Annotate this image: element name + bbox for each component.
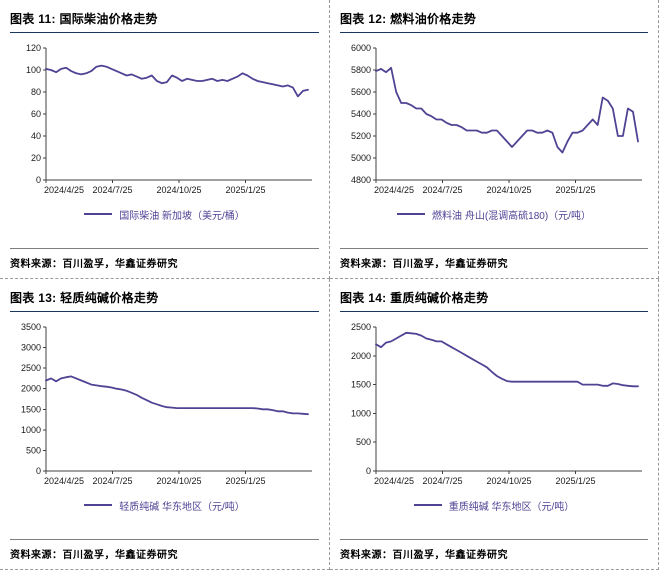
svg-text:5600: 5600 bbox=[351, 87, 371, 97]
svg-text:6000: 6000 bbox=[351, 43, 371, 53]
panel-figure-14-heavy-soda-ash: 图表 14: 重质纯碱价格走势 0 500 1000 1500 2000 2500 2024… bbox=[330, 279, 659, 570]
panel-figure-11-diesel: 图表 11: 国际柴油价格走势 0 20 40 60 80 100 120 2024/4/25… bbox=[0, 0, 330, 279]
svg-text:5000: 5000 bbox=[351, 153, 371, 163]
panel-figure-13-light-soda-ash: 图表 13: 轻质纯碱价格走势 0 500 1000 1500 2000 2500 3000… bbox=[0, 279, 330, 570]
legend-line-marker bbox=[413, 504, 442, 506]
legend-line-marker bbox=[397, 213, 426, 215]
chart-legend: 燃料油 舟山(混调高硫180)（元/吨） bbox=[340, 199, 648, 229]
svg-text:40: 40 bbox=[31, 131, 41, 141]
svg-text:2500: 2500 bbox=[351, 322, 371, 332]
svg-text:1000: 1000 bbox=[21, 425, 41, 435]
figure-title: 图表 12: 燃料油价格走势 bbox=[340, 4, 648, 33]
svg-text:5400: 5400 bbox=[351, 109, 371, 119]
legend-line-marker bbox=[84, 504, 113, 506]
svg-text:2025/1/25: 2025/1/25 bbox=[225, 476, 265, 486]
line-chart-international-diesel: 0 20 40 60 80 100 120 2024/4/25 2024/7/25 2024/10… bbox=[26, 43, 312, 195]
figure-title: 图表 11: 国际柴油价格走势 bbox=[10, 4, 319, 33]
legend-line-marker bbox=[84, 213, 113, 215]
chart-area: 0 500 1000 1500 2000 2500 2024/4/25 2024/7/25 20… bbox=[340, 320, 648, 490]
chart-area: 0 20 40 60 80 100 120 2024/4/25 2024/7/25 2024/10… bbox=[10, 41, 319, 199]
svg-text:500: 500 bbox=[356, 437, 371, 447]
svg-text:2025/1/25: 2025/1/25 bbox=[225, 185, 265, 195]
svg-text:2024/10/25: 2024/10/25 bbox=[486, 185, 531, 195]
svg-text:1500: 1500 bbox=[21, 404, 41, 414]
legend-label: 国际柴油 新加坡（美元/桶） bbox=[119, 210, 245, 222]
svg-text:2024/10/25: 2024/10/25 bbox=[156, 476, 201, 486]
svg-text:60: 60 bbox=[31, 109, 41, 119]
svg-text:2024/10/25: 2024/10/25 bbox=[486, 476, 531, 486]
svg-text:5800: 5800 bbox=[351, 65, 371, 75]
legend-label: 重质纯碱 华东地区（元/吨） bbox=[448, 501, 575, 513]
svg-text:2024/7/25: 2024/7/25 bbox=[422, 185, 462, 195]
svg-text:0: 0 bbox=[36, 175, 41, 185]
figure-title: 图表 13: 轻质纯碱价格走势 bbox=[10, 283, 319, 312]
svg-text:80: 80 bbox=[31, 87, 41, 97]
svg-text:20: 20 bbox=[31, 153, 41, 163]
chart-area: 0 500 1000 1500 2000 2500 3000 3500 2024/4/25 202… bbox=[10, 320, 319, 490]
svg-text:2024/4/25: 2024/4/25 bbox=[374, 476, 414, 486]
svg-text:2024/7/25: 2024/7/25 bbox=[92, 476, 132, 486]
svg-text:3500: 3500 bbox=[21, 322, 41, 332]
chart-legend: 国际柴油 新加坡（美元/桶） bbox=[10, 199, 319, 229]
svg-text:120: 120 bbox=[26, 43, 41, 53]
figure-title: 图表 14: 重质纯碱价格走势 bbox=[340, 283, 648, 312]
svg-text:0: 0 bbox=[36, 466, 41, 476]
legend-label: 燃料油 舟山(混调高硫180)（元/吨） bbox=[432, 210, 591, 222]
svg-text:100: 100 bbox=[26, 65, 41, 75]
svg-text:2500: 2500 bbox=[21, 363, 41, 373]
svg-text:2024/7/25: 2024/7/25 bbox=[422, 476, 462, 486]
svg-text:4800: 4800 bbox=[351, 175, 371, 185]
chart-legend: 重质纯碱 华东地区（元/吨） bbox=[340, 490, 648, 520]
source-note: 资料来源：百川盈孚，华鑫证券研究 bbox=[340, 248, 648, 278]
source-note: 资料来源：百川盈孚，华鑫证券研究 bbox=[10, 539, 319, 569]
svg-text:500: 500 bbox=[26, 445, 41, 455]
line-chart-light-soda-ash: 0 500 1000 1500 2000 2500 3000 3500 2024/4/25 202… bbox=[21, 322, 312, 486]
line-chart-heavy-soda-ash: 0 500 1000 1500 2000 2500 2024/4/25 2024/7/25 20… bbox=[351, 322, 642, 486]
svg-text:2024/4/25: 2024/4/25 bbox=[374, 185, 414, 195]
chart-legend: 轻质纯碱 华东地区（元/吨） bbox=[10, 490, 319, 520]
line-chart-fuel-oil: 4800 5000 5200 5400 5600 5800 6000 2024/4/25 202… bbox=[351, 43, 642, 195]
legend-label: 轻质纯碱 华东地区（元/吨） bbox=[119, 501, 245, 513]
svg-text:0: 0 bbox=[366, 466, 371, 476]
svg-text:2024/4/25: 2024/4/25 bbox=[44, 185, 84, 195]
svg-text:1500: 1500 bbox=[351, 380, 371, 390]
svg-text:2025/1/25: 2025/1/25 bbox=[555, 185, 595, 195]
svg-text:3000: 3000 bbox=[21, 343, 41, 353]
svg-text:2025/1/25: 2025/1/25 bbox=[555, 476, 595, 486]
svg-text:2024/4/25: 2024/4/25 bbox=[44, 476, 84, 486]
chart-area: 4800 5000 5200 5400 5600 5800 6000 2024/4/25 202… bbox=[340, 41, 648, 199]
svg-text:2000: 2000 bbox=[351, 351, 371, 361]
svg-text:2024/7/25: 2024/7/25 bbox=[92, 185, 132, 195]
source-note: 资料来源：百川盈孚，华鑫证券研究 bbox=[340, 539, 648, 569]
svg-text:5200: 5200 bbox=[351, 131, 371, 141]
panel-figure-12-fuel-oil: 图表 12: 燃料油价格走势 4800 5000 5200 5400 5600 5800 6… bbox=[330, 0, 659, 279]
svg-text:2000: 2000 bbox=[21, 384, 41, 394]
source-note: 资料来源：百川盈孚，华鑫证券研究 bbox=[10, 248, 319, 278]
svg-text:1000: 1000 bbox=[351, 408, 371, 418]
svg-text:2024/10/25: 2024/10/25 bbox=[156, 185, 201, 195]
